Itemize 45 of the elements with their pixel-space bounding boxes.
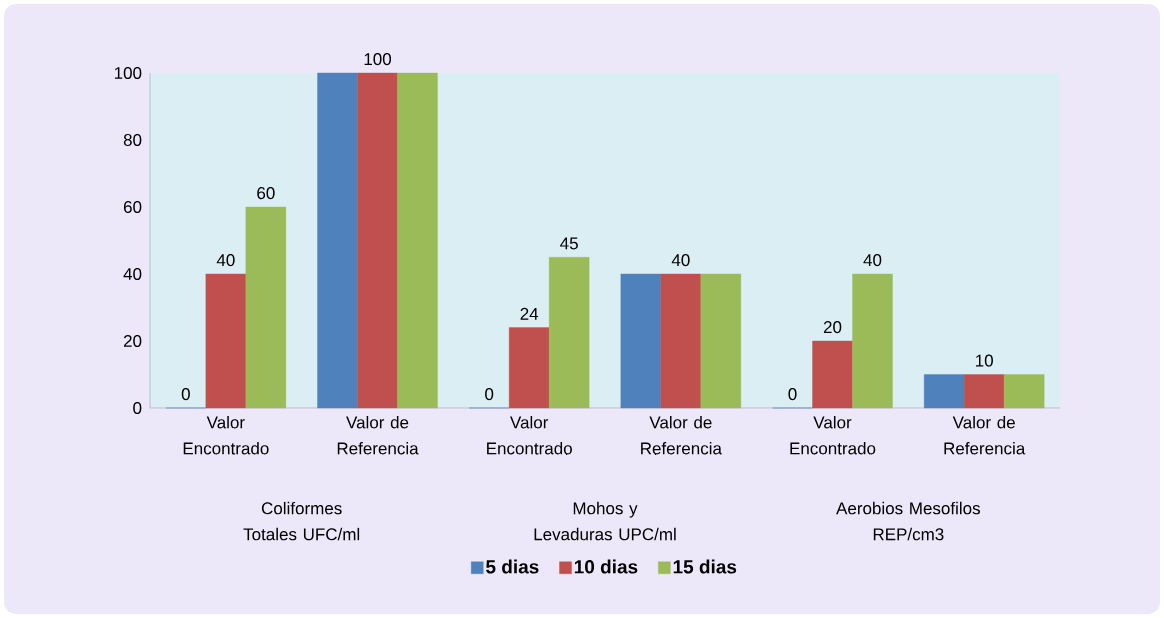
data-label: 20 — [823, 321, 842, 334]
bar — [205, 273, 247, 409]
bar — [357, 72, 398, 409]
bar — [1003, 374, 1045, 409]
bar — [700, 273, 742, 409]
y-tick-label: 60 — [123, 200, 142, 214]
x-tick-label: Valor de Referencia — [944, 416, 1026, 455]
y-tick-label: 40 — [123, 267, 142, 281]
text: Mohos y Levaduras UPC/ml — [534, 501, 676, 541]
bar — [548, 257, 590, 409]
data-label: 40 — [863, 254, 882, 267]
x-tick-label: Valor Encontrado — [790, 416, 876, 455]
data-label: 45 — [560, 237, 578, 250]
legend-label: 15 dias — [673, 559, 737, 574]
bar — [660, 273, 702, 409]
y-tick-label: 0 — [133, 401, 142, 415]
legend-label: 10 dias — [574, 559, 638, 574]
x-tick-label: Valor de Referencia — [641, 416, 722, 455]
bar — [812, 340, 853, 409]
data-label: 10 — [976, 354, 993, 367]
data-label: 0 — [788, 388, 797, 401]
data-label: 60 — [257, 187, 275, 200]
bar — [508, 327, 550, 409]
text: Coliformes Totales UFC/ml — [243, 501, 360, 541]
legend-label: 5 dias — [486, 559, 539, 574]
data-label: 0 — [181, 388, 190, 401]
bar — [923, 374, 965, 409]
bar — [963, 374, 1005, 409]
y-tick-label: 20 — [123, 334, 142, 348]
bar — [620, 273, 662, 409]
data-label: 0 — [485, 388, 494, 401]
x-tick-label: Valor Encontrado — [487, 416, 572, 455]
data-label: 100 — [364, 53, 392, 66]
bar — [245, 206, 287, 409]
bar — [397, 72, 438, 409]
text: Aerobios Mesofilos REP/cm3 — [836, 501, 980, 541]
bar — [852, 273, 893, 409]
data-label: 40 — [671, 254, 690, 267]
x-tick-label: Valor de Referencia — [337, 416, 419, 455]
data-label: 24 — [520, 307, 539, 320]
bar — [317, 72, 358, 409]
y-tick-label: 100 — [114, 66, 142, 80]
x-tick-label: Valor Encontrado — [183, 416, 269, 455]
y-tick-label: 80 — [123, 133, 142, 147]
data-label: 40 — [216, 254, 235, 267]
